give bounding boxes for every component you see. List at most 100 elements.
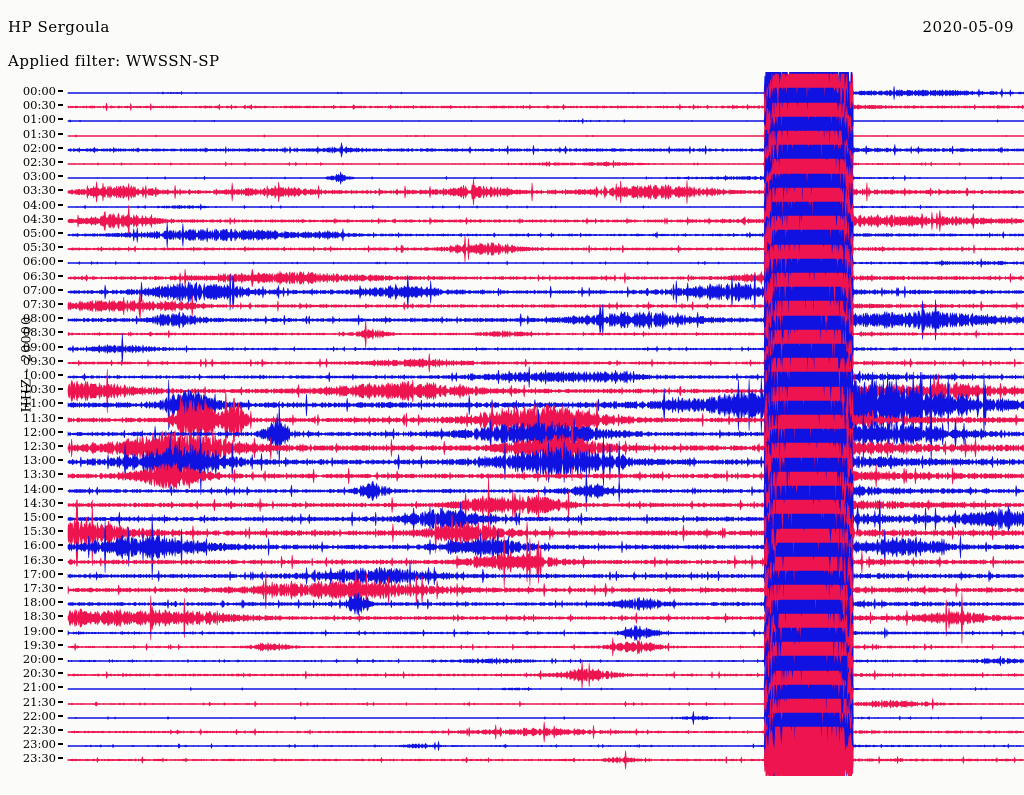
row-tick-mark (58, 729, 63, 731)
row-time-label: 10:30 (22, 382, 56, 397)
row-time-label: 21:00 (22, 680, 56, 695)
row-time-label: 17:30 (22, 581, 56, 595)
row-time-label: 04:30 (22, 211, 56, 226)
row-tick-mark (58, 473, 63, 476)
row-time-label: 14:30 (22, 495, 56, 510)
row-time-label: 03:00 (22, 169, 56, 184)
row-time-label: 03:30 (22, 183, 56, 198)
row-tick-mark (58, 161, 63, 163)
row-time-label: 22:00 (22, 708, 56, 723)
row-tick-mark (58, 303, 63, 305)
row-tick-mark (58, 516, 63, 518)
row-time-label: 16:30 (22, 552, 56, 567)
row-tick-mark (58, 317, 63, 320)
row-tick-mark (58, 90, 63, 92)
row-tick-mark (58, 175, 63, 178)
trace-waveform (67, 726, 1024, 776)
row-tick-mark (58, 402, 63, 405)
row-time-label: 23:30 (22, 751, 56, 766)
heliplot-traces: 00:00 00:30 01:00 01:30 02:00 02:30 03:00 03:30… (0, 72, 1024, 776)
row-tick-mark (58, 445, 63, 447)
row-time-label: 13:00 (22, 453, 56, 468)
trace-svg (67, 726, 1024, 776)
row-tick-mark (58, 615, 63, 618)
row-tick-mark (58, 686, 63, 689)
row-time-label: 20:30 (22, 666, 56, 681)
row-tick-mark (58, 331, 63, 334)
row-tick-mark (58, 700, 63, 703)
row-tick-mark (58, 530, 63, 533)
row-time-label: 18:00 (22, 595, 56, 610)
row-tick-mark (58, 217, 63, 220)
row-time-label: 12:30 (22, 439, 56, 453)
row-time-label: 19:30 (22, 637, 56, 652)
row-time-label: 05:30 (22, 240, 56, 255)
row-time-label: 09:00 (22, 339, 56, 354)
row-tick-mark (58, 260, 63, 263)
row-tick-mark (58, 232, 63, 234)
row-tick-mark (58, 189, 63, 192)
row-time-label: 07:00 (22, 282, 56, 297)
row-tick-mark (58, 572, 63, 575)
row-time-label: 07:30 (22, 297, 56, 311)
row-tick-mark (58, 587, 63, 589)
row-time-label: 20:00 (22, 652, 56, 666)
row-time-label: 04:00 (22, 197, 56, 212)
row-time-label: 11:00 (22, 396, 56, 411)
row-time-label: 06:30 (22, 268, 56, 283)
row-tick-mark (58, 246, 63, 249)
trace-canvas (67, 725, 1024, 776)
row-tick-mark (58, 558, 63, 561)
row-tick-mark (58, 388, 63, 391)
row-time-label: 13:30 (22, 467, 56, 482)
row-time-label: 05:00 (22, 226, 56, 240)
row-tick-mark (58, 146, 63, 149)
row-time-label: 02:30 (22, 155, 56, 169)
trace-row: 23:30 (0, 726, 1024, 776)
row-tick-mark (58, 601, 63, 604)
row-tick-mark (58, 203, 63, 206)
station-title: HP Sergoula (8, 18, 110, 36)
row-tick-mark (58, 714, 63, 717)
row-tick-mark (58, 374, 63, 376)
row-tick-mark (58, 743, 63, 746)
row-time-label: 15:30 (22, 524, 56, 539)
row-tick-mark (58, 288, 63, 291)
row-tick-mark (58, 629, 63, 632)
row-time-label: 08:00 (22, 311, 56, 326)
row-time-label: 16:00 (22, 538, 56, 553)
row-tick-mark (58, 118, 63, 121)
row-tick-mark (58, 104, 63, 107)
row-tick-mark (58, 359, 63, 362)
row-time-label: 00:00 (22, 84, 56, 98)
row-time-label: 10:00 (22, 368, 56, 382)
row-time-label: 15:00 (22, 510, 56, 524)
row-time-label: 01:30 (22, 126, 56, 141)
applied-filter-label: Applied filter: WWSSN-SP (8, 52, 220, 70)
row-time-label: 02:00 (22, 140, 56, 155)
row-time-label: 21:30 (22, 694, 56, 709)
row-time-label: 06:00 (22, 254, 56, 269)
row-tick-mark (58, 501, 63, 504)
row-tick-mark (58, 132, 63, 135)
row-time-label: 17:00 (22, 566, 56, 581)
row-tick-mark (58, 459, 63, 462)
row-tick-mark (58, 757, 63, 760)
row-time-label: 01:00 (22, 112, 56, 127)
row-time-label: 09:30 (22, 353, 56, 368)
row-time-label: 00:30 (22, 98, 56, 113)
row-tick-mark (58, 643, 63, 646)
row-time-label: 18:30 (22, 609, 56, 624)
row-tick-mark (58, 430, 63, 433)
row-time-label: 08:30 (22, 325, 56, 340)
row-tick-mark (58, 544, 63, 547)
row-tick-mark (58, 274, 63, 277)
row-tick-mark (58, 672, 63, 675)
row-time-label: 19:00 (22, 623, 56, 638)
row-tick-mark (58, 487, 63, 490)
row-time-label: 12:00 (22, 424, 56, 439)
row-tick-mark (58, 658, 63, 660)
row-time-label: 22:30 (22, 723, 56, 737)
row-tick-mark (58, 416, 63, 419)
